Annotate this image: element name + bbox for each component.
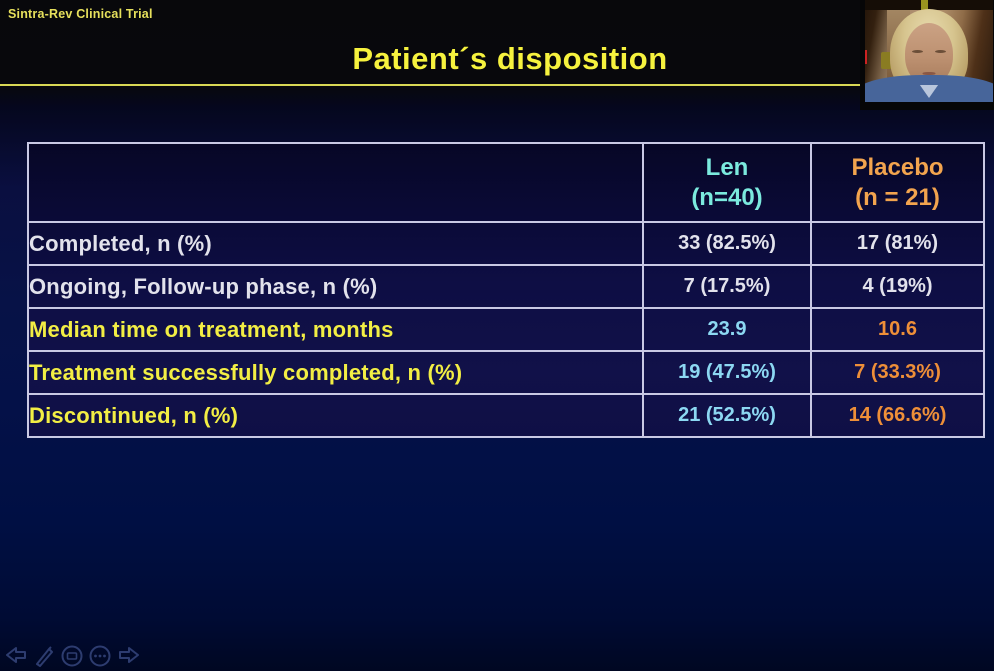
row-label: Treatment successfully completed, n (%) [27,350,644,395]
len-n: (n=40) [691,183,763,211]
presenter-mouth [922,72,936,75]
patients-disposition-table: Len (n=40) Placebo (n = 21) Completed, n… [27,142,985,438]
presenter-video [865,0,993,102]
placebo-n: (n = 21) [855,183,940,211]
table-row-completed: Completed, n (%) 33 (82.5%) 17 (81%) [27,221,985,266]
webcam-artifact-mark [865,50,867,64]
slide-corner-label: Sintra-Rev Clinical Trial [8,7,153,21]
presenter-eye-left [912,50,923,53]
webcam-room-lamp-left [881,52,892,69]
column-header-placebo: Placebo (n = 21) [810,142,985,223]
table-row-treatment-completed: Treatment successfully completed, n (%) … [27,350,985,395]
row-label: Median time on treatment, months [27,307,644,352]
more-options-icon [89,645,111,667]
cell-len-value: 21 (52.5%) [642,393,812,438]
placebo-name: Placebo [851,153,944,181]
table-row-ongoing: Ongoing, Follow-up phase, n (%) 7 (17.5%… [27,264,985,309]
pen-icon [36,646,53,667]
screen-icon [61,645,83,667]
len-name: Len [705,153,749,181]
pen-tools-button[interactable] [32,644,57,668]
webcam-room-ceiling [865,0,993,10]
previous-slide-button[interactable] [4,644,29,668]
row-label: Completed, n (%) [27,221,644,266]
row-label: Discontinued, n (%) [27,393,644,438]
row-label: Ongoing, Follow-up phase, n (%) [27,264,644,309]
presenter-webcam[interactable] [860,0,994,110]
presenter-eye-right [935,50,946,53]
cell-placebo-value: 10.6 [810,307,985,352]
cell-len-value: 7 (17.5%) [642,264,812,309]
header-empty-cell [27,142,644,223]
cell-placebo-value: 17 (81%) [810,221,985,266]
slide-title: Patient´s disposition [352,41,668,76]
cell-placebo-value: 14 (66.6%) [810,393,985,438]
slideshow-toolbar [4,644,144,670]
webcam-room-lamp [921,0,928,17]
presenter-face [905,23,953,85]
cell-len-value: 33 (82.5%) [642,221,812,266]
show-all-slides-button[interactable] [60,644,85,668]
table-row-discontinued: Discontinued, n (%) 21 (52.5%) 14 (66.6%… [27,393,985,438]
cell-len-value: 23.9 [642,307,812,352]
next-slide-button[interactable] [116,644,141,668]
more-options-button[interactable] [88,644,113,668]
back-arrow-icon [6,647,26,663]
cell-placebo-value: 4 (19%) [810,264,985,309]
cell-placebo-value: 7 (33.3%) [810,350,985,395]
table-header-row: Len (n=40) Placebo (n = 21) [27,142,985,223]
title-divider [0,84,862,86]
column-header-len: Len (n=40) [642,142,812,223]
table-row-median-time: Median time on treatment, months 23.9 10… [27,307,985,352]
cell-len-value: 19 (47.5%) [642,350,812,395]
forward-arrow-icon [119,647,139,663]
